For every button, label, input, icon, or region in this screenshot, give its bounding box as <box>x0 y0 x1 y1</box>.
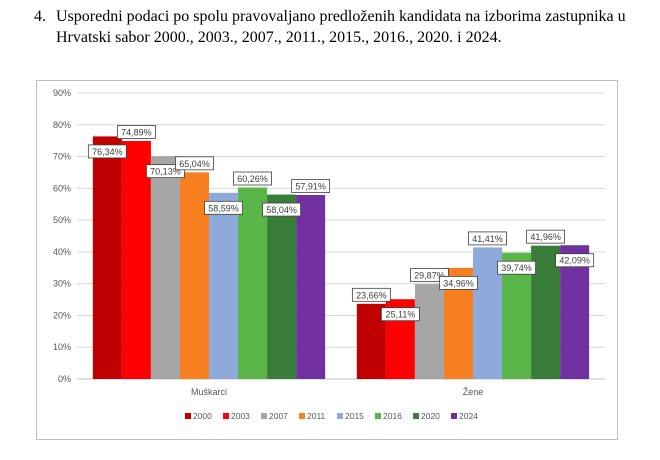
data-label-box <box>497 260 536 275</box>
data-label-box <box>117 125 156 139</box>
legend-label: 2007 <box>269 411 288 421</box>
y-tick-label: 60% <box>53 183 71 193</box>
data-label-box <box>555 253 595 268</box>
legend-swatch-2000 <box>185 413 191 419</box>
data-label-box <box>439 276 478 290</box>
legend-swatch-2024 <box>451 413 457 419</box>
data-label: 41,96% <box>530 232 561 242</box>
legend-swatch-2020 <box>413 413 419 419</box>
bar-2024 <box>560 245 590 379</box>
data-label-box <box>204 200 243 215</box>
data-label: 41,41% <box>472 234 503 244</box>
data-label-box <box>175 156 214 171</box>
data-label: 34,96% <box>443 278 474 288</box>
data-label: 60,26% <box>237 174 268 184</box>
legend-label: 2024 <box>459 411 478 421</box>
bar-2016 <box>238 187 268 379</box>
data-label-box <box>351 287 391 302</box>
data-label-box <box>146 164 185 179</box>
bar-2020 <box>267 194 297 379</box>
data-label: 58,04% <box>266 205 297 215</box>
y-tick-label: 10% <box>53 342 71 352</box>
data-label-box <box>291 179 331 193</box>
data-label-box <box>87 144 127 159</box>
data-label: 29,87% <box>414 271 445 281</box>
y-tick-label: 30% <box>53 279 71 289</box>
legend-swatch-2007 <box>261 413 267 419</box>
x-category-label: Muškarci <box>191 387 227 397</box>
data-label: 42,09% <box>559 256 590 266</box>
bar-2024 <box>296 194 326 379</box>
bar-2015 <box>209 192 239 379</box>
data-label: 23,66% <box>356 290 387 300</box>
bar-2003 <box>121 141 151 379</box>
data-label-box <box>233 171 272 186</box>
y-tick-label: 0% <box>58 374 71 384</box>
question-text: Usporedni podaci po spolu pravovaljano p… <box>56 8 626 46</box>
data-label: 57,91% <box>295 181 326 191</box>
legend-label: 2003 <box>231 411 250 421</box>
data-label-box <box>262 202 302 217</box>
data-label: 74,89% <box>121 128 152 138</box>
y-tick-label: 50% <box>53 215 71 225</box>
y-tick-label: 70% <box>53 152 71 162</box>
legend-swatch-2011 <box>299 413 305 419</box>
data-label: 65,04% <box>179 159 210 169</box>
legend-label: 2015 <box>345 411 364 421</box>
question-number: 4. <box>34 8 46 25</box>
data-label-box <box>410 268 449 282</box>
data-label: 70,13% <box>150 167 181 177</box>
y-tick-label: 80% <box>53 120 71 130</box>
data-label: 76,34% <box>92 147 123 157</box>
legend-swatch-2016 <box>375 413 381 419</box>
data-label: 39,74% <box>501 263 532 273</box>
chart-frame: 0% 10% 20% 30% 40% 50% 60% 70% 80% 90% Muškarci Žen… <box>36 80 618 440</box>
legend-swatch-2015 <box>337 413 343 419</box>
bar-2007 <box>150 156 180 379</box>
bar-2000 <box>92 136 122 379</box>
x-category-label: Žene <box>463 387 484 397</box>
data-label: 58,59% <box>208 203 239 213</box>
bar-2007 <box>414 284 444 379</box>
bar-chart: 0% 10% 20% 30% 40% 50% 60% 70% 80% 90% Muškarci Žen… <box>53 88 605 421</box>
legend-label: 2011 <box>307 411 326 421</box>
data-label: 25,11% <box>385 310 415 320</box>
legend-label: 2000 <box>193 411 212 421</box>
y-tick-label: 20% <box>53 310 71 320</box>
legend-label: 2016 <box>383 411 402 421</box>
data-label-box <box>526 229 566 244</box>
data-label-box <box>468 231 507 246</box>
data-label-box <box>380 307 420 322</box>
legend-swatch-2003 <box>223 413 229 419</box>
y-tick-label: 40% <box>53 247 71 257</box>
y-tick-label: 90% <box>53 88 71 98</box>
legend-label: 2020 <box>421 411 440 421</box>
